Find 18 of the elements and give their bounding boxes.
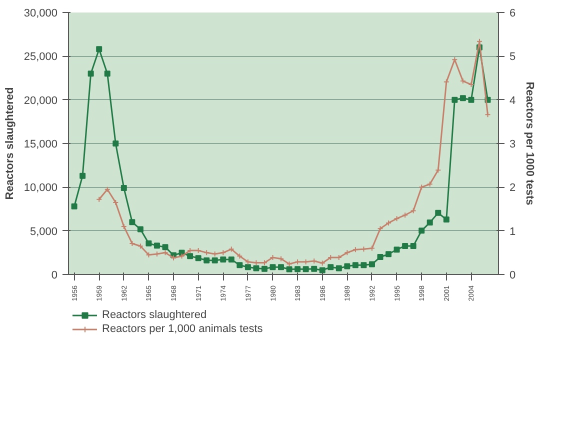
y2-tick-label: 6 — [510, 8, 516, 20]
y2-tick-label: 5 — [510, 51, 516, 64]
y-tick-label: 0 — [51, 270, 58, 282]
y-axis-title: Reactors slaughtered — [4, 87, 16, 200]
y2-tick-label: 4 — [510, 94, 516, 107]
y-tick-label: 30,000 — [24, 8, 58, 20]
legend-label: Reactors per 1,000 animals tests — [102, 322, 263, 336]
y2-tick-label: 0 — [510, 270, 516, 282]
legend-label: Reactors slaughtered — [102, 308, 208, 322]
y-tick-label: 20,000 — [24, 94, 58, 107]
y-tick-label: 15,000 — [24, 138, 58, 150]
y-tick-label: 25,000 — [24, 51, 58, 64]
y2-axis-title: Reactors per 1000 tests — [524, 82, 536, 206]
y-tick-label: 10,000 — [24, 182, 58, 194]
y2-tick-label: 2 — [510, 182, 516, 194]
y2-tick-label: 3 — [510, 138, 516, 150]
y-tick-label: 5,000 — [30, 226, 58, 238]
y2-tick-label: 1 — [510, 226, 516, 238]
